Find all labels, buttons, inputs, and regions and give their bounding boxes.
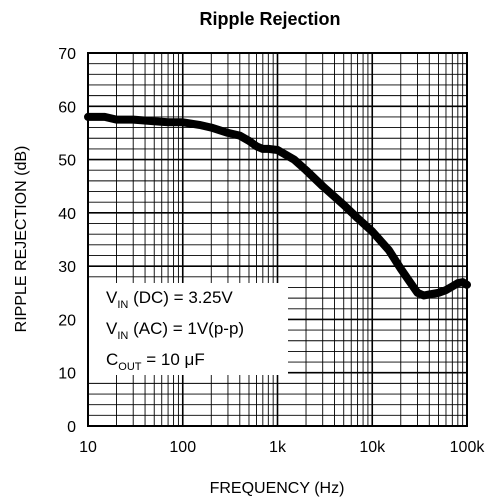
data-point <box>245 137 253 145</box>
data-point <box>425 290 433 298</box>
data-point <box>150 117 158 125</box>
plot-border <box>87 52 468 427</box>
data-point <box>195 121 203 129</box>
data-point <box>179 118 187 126</box>
data-point <box>224 129 232 137</box>
y-tick-label: 60 <box>58 99 76 116</box>
data-point <box>101 113 109 121</box>
y-tick-label: 40 <box>58 206 76 223</box>
data-point <box>302 166 310 174</box>
data-point <box>406 278 414 286</box>
data-point <box>368 228 376 235</box>
data-point <box>397 265 405 273</box>
data-point <box>113 116 120 124</box>
data-point <box>340 201 348 209</box>
data-point <box>259 145 267 153</box>
data-point <box>354 214 362 222</box>
y-tick-label: 70 <box>58 46 76 63</box>
data-point <box>253 142 260 150</box>
annotation-text: COUT = 10 μF <box>106 350 205 373</box>
y-tick-label: 30 <box>58 259 76 276</box>
y-tick-labels: 0 10 20 30 40 50 60 70 <box>58 46 76 436</box>
data-point <box>435 289 442 297</box>
data-point <box>385 246 393 254</box>
x-axis-label: FREQUENCY (Hz) <box>210 480 345 497</box>
y-tick-label: 10 <box>58 366 76 383</box>
x-tick-label: 10k <box>359 439 386 456</box>
x-tick-label: 100k <box>450 439 486 456</box>
data-point <box>129 116 137 124</box>
data-point <box>442 286 450 294</box>
chart-title: Ripple Rejection <box>199 9 340 29</box>
series-line <box>84 112 471 300</box>
y-tick-label: 50 <box>58 153 76 170</box>
data-point <box>274 146 281 154</box>
data-point <box>236 132 244 140</box>
x-tick-label: 1k <box>269 439 287 456</box>
data-point <box>207 124 215 132</box>
x-tick-label: 10 <box>79 439 97 456</box>
y-tick-label: 0 <box>67 419 76 436</box>
y-tick-label: 20 <box>58 312 76 329</box>
y-axis-label: RIPPLE REJECTION (dB) <box>13 146 30 333</box>
data-point <box>164 118 172 126</box>
x-tick-labels: 10 100 1k 10k 100k <box>79 439 485 456</box>
annotation-box <box>88 283 288 375</box>
data-series <box>84 112 471 300</box>
data-point <box>420 292 428 299</box>
annotation-text: VIN (AC) = 1V(p-p) <box>106 319 244 342</box>
x-tick-label: 100 <box>169 439 196 456</box>
data-point <box>319 182 327 190</box>
annotations: VIN (DC) = 3.25V VIN (AC) = 1V(p-p) COUT =… <box>106 288 244 373</box>
data-point <box>448 282 456 290</box>
data-point <box>414 289 421 297</box>
data-point <box>264 145 272 153</box>
data-point <box>290 156 298 164</box>
annotation-text: VIN (DC) = 3.25V <box>106 288 233 311</box>
